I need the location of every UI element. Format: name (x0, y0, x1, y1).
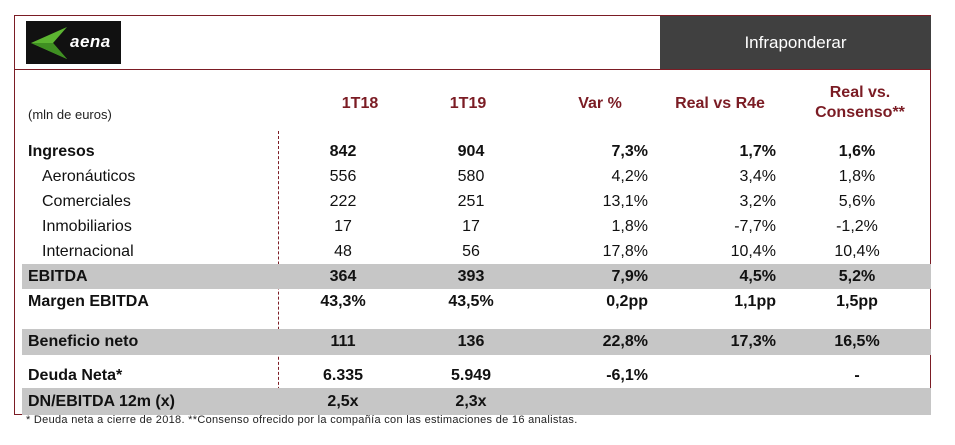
table-row-deuda-neta: Deuda Neta* 6.335 5.949 -6,1% - (22, 363, 931, 388)
value-real-vs-consenso: 5,6% (838, 192, 876, 210)
row-label: Internacional (42, 242, 134, 260)
value-1t19: 251 (457, 192, 485, 210)
header-1t19: 1T19 (449, 95, 487, 112)
value-1t19: 904 (457, 143, 485, 160)
value-var (518, 388, 648, 415)
value-1t19: 136 (457, 333, 485, 350)
row-label: DN/EBITDA 12m (x) (28, 392, 175, 410)
value-1t18: 556 (329, 167, 357, 185)
aena-logo: aena (26, 21, 121, 64)
header-real-vs-consenso: Real vs. Consenso** (790, 83, 930, 123)
value-real-vs-consenso: 1,6% (838, 143, 876, 160)
row-label: Margen EBITDA (28, 293, 149, 310)
value-1t19: 393 (457, 267, 485, 285)
header-1t18: 1T18 (341, 95, 379, 112)
header-real-vs-line1: Real vs. (829, 84, 891, 101)
header-var: Var % (578, 95, 622, 112)
header-real-vs-r4e: Real vs R4e (675, 95, 765, 112)
value-var: 13,1% (602, 192, 648, 210)
row-label: Deuda Neta* (28, 366, 123, 384)
table-row-ebitda: EBITDA 364 393 7,9% 4,5% 5,2% (22, 264, 931, 289)
header-consenso-line2: Consenso** (815, 104, 905, 121)
value-1t19: 17 (462, 217, 480, 235)
value-real-vs-consenso: 1,5pp (836, 293, 878, 310)
aena-logo-icon (31, 27, 67, 59)
value-real-vs-r4e: 17,3% (730, 333, 776, 350)
value-real-vs-r4e: 3,2% (739, 192, 776, 210)
value-1t18: 222 (329, 192, 357, 210)
table-row-comerciales: Comerciales 222 251 13,1% 3,2% 5,6% (22, 189, 931, 214)
rating-badge: Infraponderar (660, 16, 931, 69)
logo-wordmark: aena (70, 32, 111, 51)
value-real-vs-r4e: 1,7% (739, 143, 776, 160)
value-real-vs-r4e: 3,4% (739, 167, 776, 185)
table-row-internacional: Internacional 48 56 17,8% 10,4% 10,4% (22, 239, 931, 264)
value-real-vs-r4e: 4,5% (739, 267, 776, 285)
value-var: 0,2pp (606, 293, 648, 310)
row-label: Beneficio neto (28, 333, 139, 350)
value-1t18: 48 (334, 242, 352, 260)
value-real-vs-consenso (792, 388, 922, 415)
row-label: EBITDA (28, 267, 88, 285)
table-row-beneficio-neto: Beneficio neto 111 136 22,8% 17,3% 16,5% (22, 329, 931, 355)
row-label: Comerciales (42, 192, 131, 210)
value-1t18: 111 (330, 333, 356, 350)
value-real-vs-consenso: 10,4% (834, 242, 880, 260)
value-real-vs-consenso: 1,8% (838, 167, 876, 185)
units-label: (mln de euros) (28, 107, 112, 122)
value-1t18: 6.335 (322, 366, 364, 384)
row-label: Aeronáuticos (42, 167, 136, 185)
table-row-dn-ebitda: DN/EBITDA 12m (x) 2,5x 2,3x (22, 388, 931, 415)
value-1t19: 2,3x (455, 392, 487, 410)
value-var: 22,8% (602, 333, 648, 350)
value-real-vs-consenso: -1,2% (836, 217, 878, 235)
value-1t18: 43,3% (320, 293, 366, 310)
value-var: -6,1% (606, 366, 648, 384)
value-1t18: 364 (329, 267, 357, 285)
header-divider (14, 69, 931, 70)
value-real-vs-consenso: - (854, 366, 860, 384)
value-1t19: 43,5% (448, 293, 494, 310)
footnote: * Deuda neta a cierre de 2018. **Consens… (26, 414, 578, 426)
table-row-inmobiliarios: Inmobiliarios 17 17 1,8% -7,7% -1,2% (22, 214, 931, 239)
value-var: 17,8% (602, 242, 648, 260)
value-var: 7,9% (611, 267, 648, 285)
value-real-vs-r4e (646, 388, 776, 415)
table-row-margen-ebitda: Margen EBITDA 43,3% 43,5% 0,2pp 1,1pp 1,… (22, 289, 931, 315)
value-1t18: 17 (334, 217, 352, 235)
value-real-vs-r4e (646, 363, 776, 388)
value-1t19: 580 (457, 167, 485, 185)
value-real-vs-consenso: 5,2% (838, 267, 876, 285)
value-var: 1,8% (611, 217, 648, 235)
value-1t18: 842 (329, 143, 357, 160)
value-real-vs-r4e: 1,1pp (734, 293, 776, 310)
value-1t19: 56 (462, 242, 480, 260)
value-1t18: 2,5x (327, 392, 359, 410)
value-real-vs-consenso: 16,5% (834, 333, 880, 350)
value-real-vs-r4e: -7,7% (734, 217, 776, 235)
row-label: Inmobiliarios (42, 217, 132, 235)
value-real-vs-r4e: 10,4% (730, 242, 776, 260)
value-var: 4,2% (611, 167, 648, 185)
row-label: Ingresos (28, 143, 95, 160)
table-row-aeronauticos: Aeronáuticos 556 580 4,2% 3,4% 1,8% (22, 164, 931, 189)
value-1t19: 5.949 (450, 366, 492, 384)
value-var: 7,3% (611, 143, 648, 160)
table-row-ingresos: Ingresos 842 904 7,3% 1,7% 1,6% (22, 140, 931, 164)
